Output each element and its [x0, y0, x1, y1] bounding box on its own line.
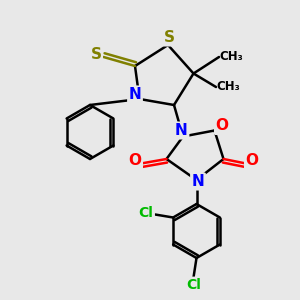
Text: Cl: Cl — [139, 206, 154, 220]
Text: CH₃: CH₃ — [216, 80, 240, 94]
Text: N: N — [129, 87, 141, 102]
Text: CH₃: CH₃ — [219, 50, 243, 64]
Text: O: O — [215, 118, 229, 134]
Text: O: O — [245, 153, 259, 168]
Text: S: S — [164, 30, 175, 45]
Text: Cl: Cl — [186, 278, 201, 292]
Text: N: N — [175, 123, 188, 138]
Text: S: S — [91, 46, 101, 62]
Text: N: N — [192, 174, 204, 189]
Text: O: O — [128, 153, 142, 168]
